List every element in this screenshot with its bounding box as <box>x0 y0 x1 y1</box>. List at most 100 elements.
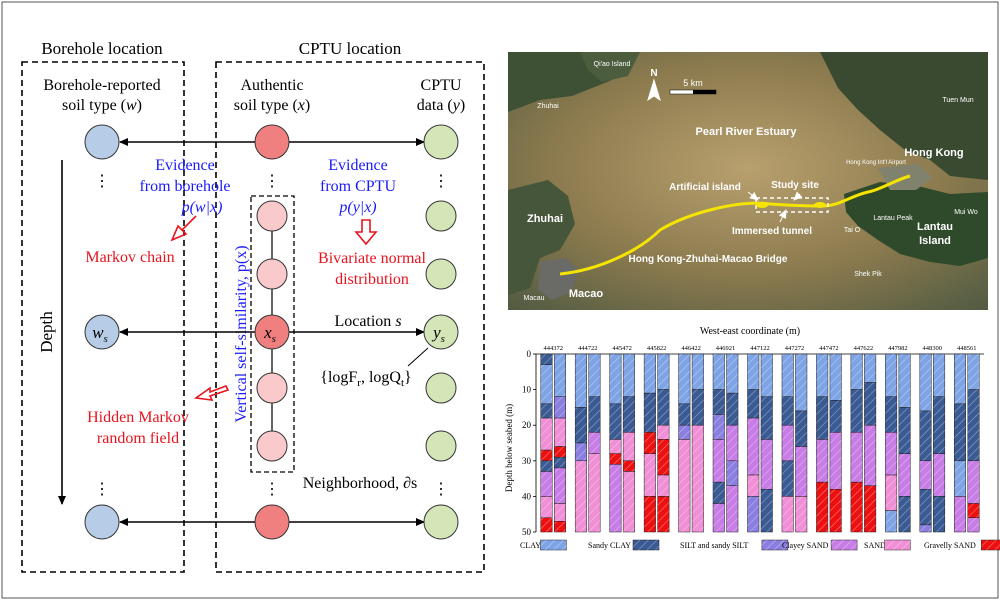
scale-bar-dark <box>693 90 716 94</box>
header-borehole: Borehole location <box>41 39 163 58</box>
col-y-line1: CPTU <box>421 77 462 94</box>
node-x-n3 <box>256 372 288 404</box>
soil-layer-hatch <box>588 453 601 532</box>
soil-layer-hatch <box>781 425 794 461</box>
soil-layer-hatch <box>623 354 635 397</box>
soil-layer-hatch <box>761 489 773 532</box>
mui-wo-label: Mui Wo <box>954 209 978 216</box>
soil-layer-hatch <box>609 464 622 532</box>
tai-o-label: Tai O <box>844 227 861 234</box>
soil-layer-hatch <box>657 475 670 497</box>
x-tick-label: 448300 <box>923 345 943 352</box>
x-tick-label: 445472 <box>612 345 632 352</box>
x-tick-label: 444722 <box>578 345 598 352</box>
soil-layer-hatch <box>609 439 622 454</box>
x-tick-label: 447982 <box>888 345 908 352</box>
artificial-island-e <box>814 202 826 208</box>
soil-layer-hatch <box>919 460 932 490</box>
soil-layer-hatch <box>540 517 553 532</box>
x-tick-label: 445822 <box>647 345 667 352</box>
bivariate-arrow <box>354 219 378 246</box>
x-tick-label: 448561 <box>957 345 977 352</box>
chart-title: West-east coordinate (m) <box>700 326 800 337</box>
markov-chain-label: Markov chain <box>85 249 174 266</box>
soil-layer-hatch <box>919 354 932 411</box>
node-y-n4 <box>425 430 457 462</box>
soil-layer-hatch <box>967 354 980 390</box>
node-xs-label: xs <box>263 323 276 345</box>
y-tick-label: 10 <box>522 385 532 395</box>
zhuhai-small-label: Zhuhai <box>537 103 559 110</box>
soil-layer-hatch <box>644 453 656 497</box>
hmrf-l1: Hidden Markov <box>87 409 189 426</box>
hong-kong-label: Hong Kong <box>904 147 963 159</box>
legend-swatch-hatch <box>761 540 788 550</box>
soil-layer-hatch <box>713 354 725 390</box>
legend-swatch-hatch <box>981 540 1000 550</box>
legend-label: Gravelly SAND <box>924 541 976 550</box>
macau-small-label: Macau <box>523 295 544 302</box>
soil-layer-hatch <box>726 354 739 394</box>
soil-layer-hatch <box>781 354 794 397</box>
ellipsis-w2: ⋮ <box>94 481 110 498</box>
soil-layer-hatch <box>644 496 656 532</box>
neighborhood-label: Neighborhood, ∂s <box>303 475 418 492</box>
soil-layer-hatch <box>692 389 704 426</box>
bridge-line <box>559 174 911 276</box>
soil-layer-hatch <box>540 471 553 497</box>
soil-layer-hatch <box>554 457 566 468</box>
legend-label: Clayey SAND <box>782 541 829 550</box>
lantau-l2: Island <box>919 235 951 247</box>
hmrf-diagram: Borehole location CPTU location Borehole… <box>21 39 485 573</box>
x-tick-label: 446422 <box>681 345 701 352</box>
qiao-label: Qi'ao Island <box>594 61 631 68</box>
borehole-chart: West-east coordinate (m) Depth below sea… <box>504 326 1000 551</box>
soil-layer-hatch <box>747 354 759 390</box>
soil-layer-hatch <box>609 354 622 404</box>
params-leader <box>407 347 429 367</box>
soil-layer-hatch <box>540 403 553 419</box>
soil-layer-hatch <box>644 354 656 394</box>
soil-layer-hatch <box>747 475 759 497</box>
study-site-label: Study site <box>771 180 819 191</box>
soil-layer-hatch <box>885 354 897 397</box>
bridge-label: Hong Kong-Zhuhai-Macao Bridge <box>629 254 788 265</box>
land-northeast <box>820 52 988 180</box>
soil-layer-hatch <box>554 396 566 419</box>
node-y-top <box>423 124 459 160</box>
scale-label: 5 km <box>683 78 703 88</box>
soil-layer-hatch <box>919 410 932 461</box>
soil-layer-hatch <box>726 425 739 461</box>
legend-swatch-hatch <box>831 540 858 550</box>
soil-layer-hatch <box>933 354 945 397</box>
soil-layer-hatch <box>575 460 587 532</box>
cptu-params-label: {logFr, logQt} <box>320 369 411 389</box>
soil-layer-hatch <box>933 396 945 454</box>
col-w-line2: soil type (w) <box>62 97 142 114</box>
x-tick-label: 447472 <box>819 345 839 352</box>
soil-layer-hatch <box>954 354 966 404</box>
soil-layer-hatch <box>692 425 704 532</box>
soil-layer-hatch <box>623 432 635 461</box>
neighborhood-box <box>250 195 295 473</box>
soil-layer-hatch <box>850 432 863 483</box>
x-tick-label: 447622 <box>854 345 874 352</box>
soil-layer-hatch <box>575 407 587 443</box>
soil-layer-hatch <box>967 517 980 532</box>
legend-swatch-hatch <box>884 540 911 550</box>
evidence-cptu-l1: Evidence <box>328 157 388 174</box>
pearl-river-label: Pearl River Estuary <box>696 126 798 138</box>
chart-ylabel: Depth below seabed (m) <box>504 404 514 492</box>
soil-layer-hatch <box>713 482 725 504</box>
soil-layer-hatch <box>623 396 635 433</box>
soil-layer-hatch <box>588 354 601 397</box>
soil-layer-hatch <box>657 425 670 440</box>
soil-layer-hatch <box>781 460 794 497</box>
soil-layer-hatch <box>898 407 911 454</box>
soil-layer-hatch <box>761 354 773 397</box>
soil-layer-hatch <box>885 475 897 511</box>
land-qiao <box>580 52 640 82</box>
soil-layer-hatch <box>954 403 966 461</box>
